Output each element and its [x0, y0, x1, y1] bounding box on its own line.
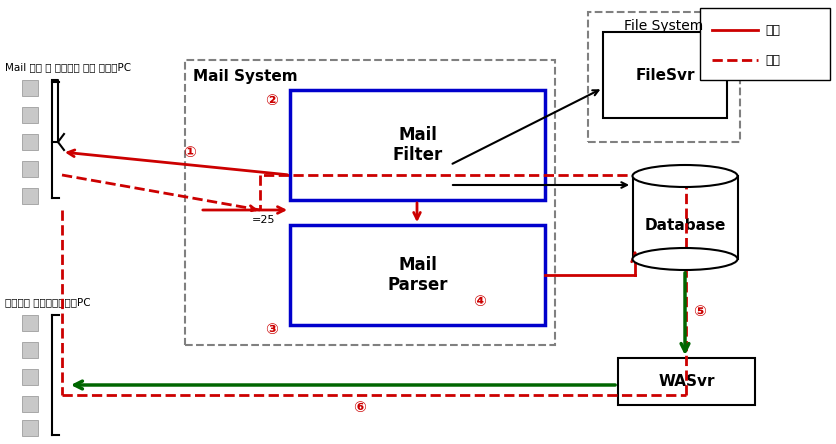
Text: 게시물를 보고있는사용자PC: 게시물를 보고있는사용자PC [5, 297, 90, 307]
Text: ①: ① [183, 144, 196, 159]
Bar [22, 107, 38, 123]
Text: Mail System: Mail System [193, 68, 298, 83]
Ellipse shape [632, 248, 737, 270]
Bar [22, 80, 38, 96]
Text: File System: File System [624, 19, 703, 33]
Bar [22, 396, 38, 412]
Bar [22, 188, 38, 204]
Text: Database: Database [644, 218, 725, 233]
Bar [185, 60, 554, 345]
Bar [22, 369, 38, 385]
Text: Mail 확인 및 회신하고 있는 사용자PC: Mail 확인 및 회신하고 있는 사용자PC [5, 62, 131, 72]
Text: Mail
Parser: Mail Parser [387, 256, 447, 294]
Ellipse shape [632, 165, 737, 187]
Text: 수신: 수신 [764, 24, 779, 36]
Bar [289, 225, 544, 325]
Bar [22, 161, 38, 177]
Bar [22, 315, 38, 331]
Bar [617, 358, 754, 405]
Text: WASvr: WASvr [657, 374, 714, 389]
Bar [588, 12, 739, 142]
Bar [289, 90, 544, 200]
Text: Mail
Filter: Mail Filter [392, 126, 442, 164]
Text: =25: =25 [252, 215, 275, 225]
Text: ②: ② [265, 92, 278, 107]
Bar [632, 176, 737, 259]
Text: FileSvr: FileSvr [635, 67, 694, 83]
Bar [602, 32, 726, 118]
Bar [22, 342, 38, 358]
Text: ⑥: ⑥ [353, 400, 366, 416]
Bar [699, 8, 829, 80]
Text: ⑤: ⑤ [693, 305, 706, 320]
Text: 발신: 발신 [764, 53, 779, 67]
Text: ③: ③ [265, 322, 278, 337]
Bar [22, 420, 38, 436]
Bar [22, 134, 38, 150]
Text: ④: ④ [473, 294, 486, 309]
